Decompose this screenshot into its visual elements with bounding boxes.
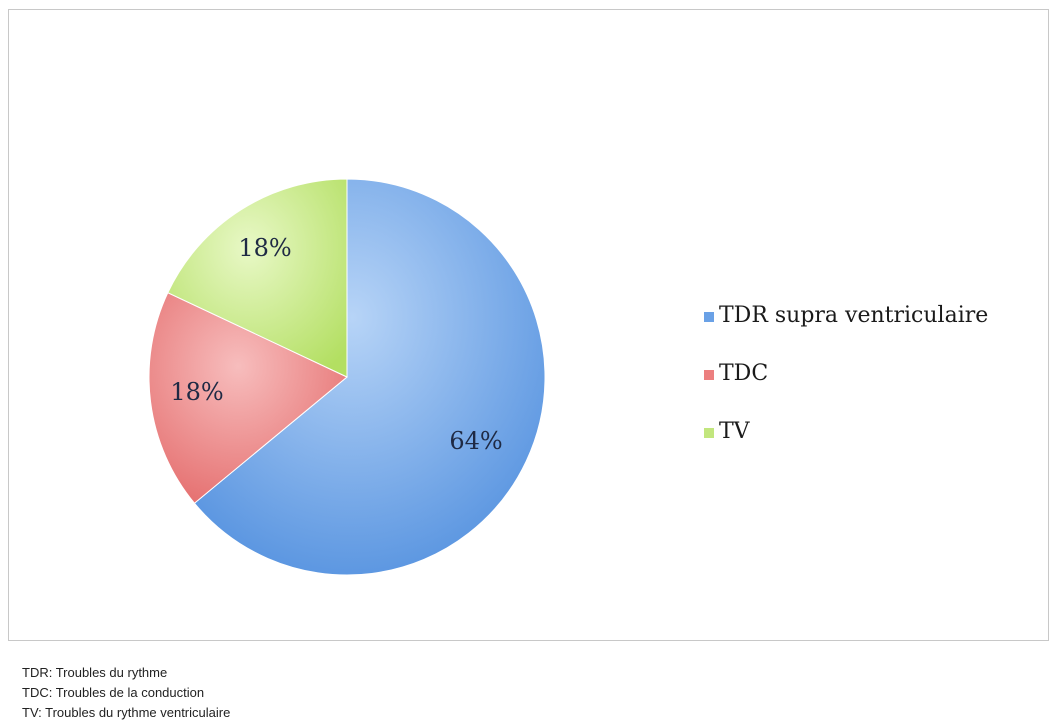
pie-slice-tdr-supra-ventriculaire [193, 178, 546, 576]
pie-slice-labels: 64% 18% 18% [170, 234, 502, 455]
legend-swatch [704, 312, 714, 322]
abbreviation-notes: TDR: Troubles du rythme TDC: Troubles de… [22, 663, 722, 723]
legend: TDR supra ventriculaire TDC TV [704, 303, 988, 444]
legend-swatch [704, 428, 714, 438]
note-tdc: TDC: Troubles de la conduction [22, 685, 205, 700]
pie-slice-tdc [148, 292, 348, 504]
pie-chart: 64% 18% 18% TDR supra ventriculaire TDC TV [148, 178, 988, 576]
slice-value-label: 18% [170, 378, 223, 406]
pie-slice-tv [167, 178, 348, 378]
slice-value-label: 18% [238, 234, 291, 262]
legend-label: TDR supra ventriculaire [719, 303, 988, 328]
note-tv: TV: Troubles du rythme ventriculaire [22, 705, 231, 720]
legend-label: TDC [719, 361, 768, 386]
legend-swatch [704, 370, 714, 380]
pie-slices [148, 178, 546, 576]
note-tdr: TDR: Troubles du rythme [22, 665, 168, 680]
slice-value-label: 64% [449, 427, 502, 455]
legend-label: TV [719, 419, 751, 444]
